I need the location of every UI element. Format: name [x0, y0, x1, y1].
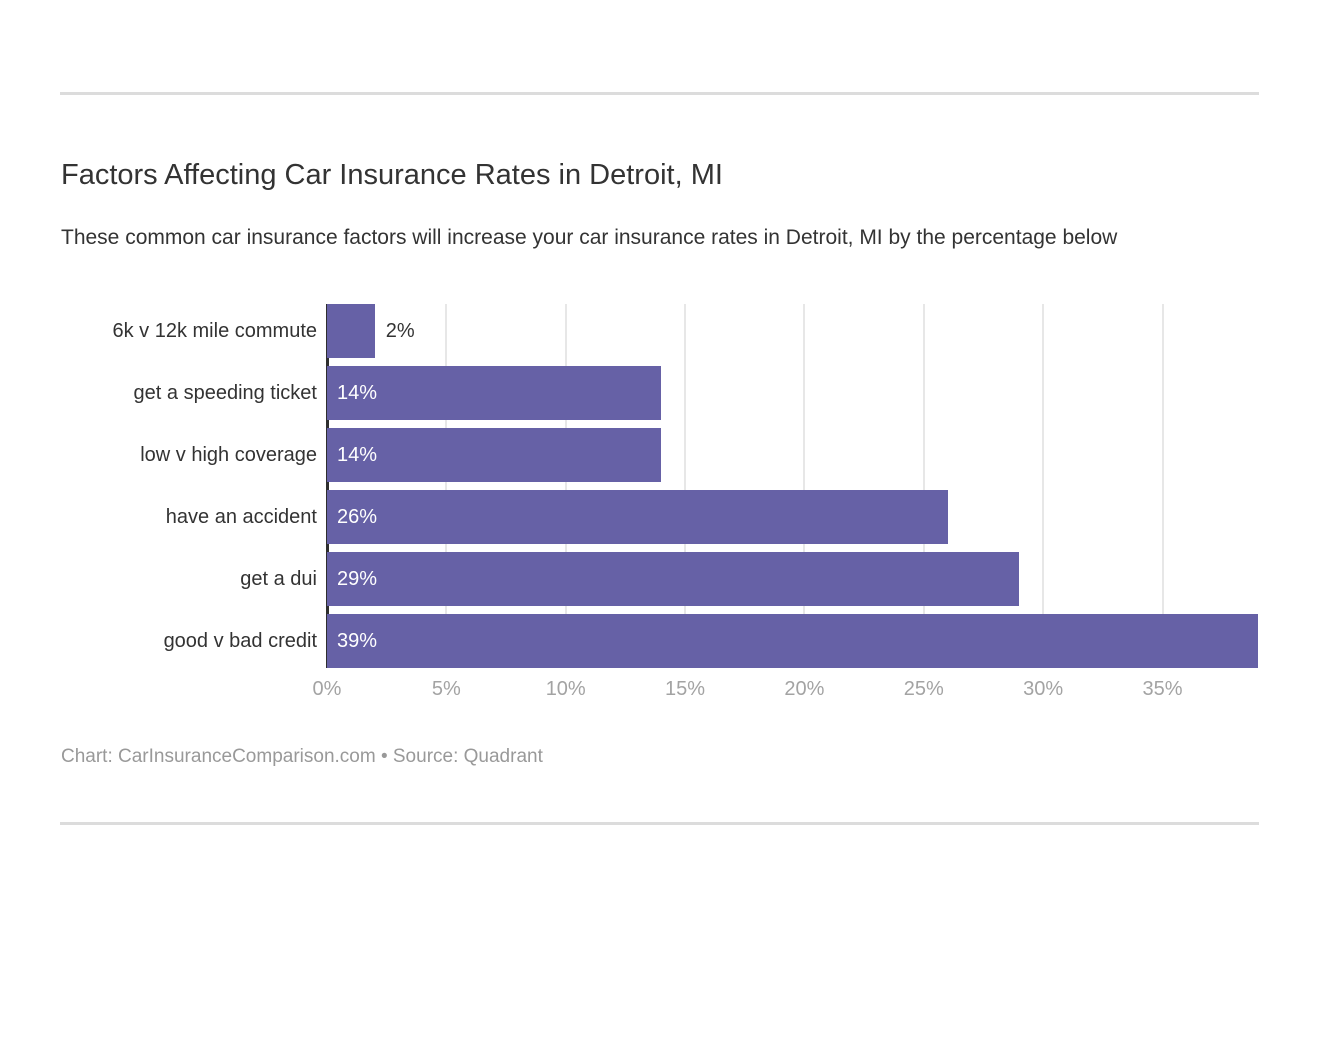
- bar-row: low v high coverage 14%: [61, 428, 1258, 482]
- grid-layer: [326, 304, 1258, 668]
- bar: 14%: [327, 428, 662, 482]
- category-label: 6k v 12k mile commute: [112, 319, 317, 342]
- bar-track: 39%: [327, 614, 1258, 668]
- bar-chart-rows: 6k v 12k mile commute 2% get a speeding ti…: [61, 304, 1258, 668]
- bar-track: 2%: [327, 304, 1258, 358]
- x-axis-tick-label: 15%: [665, 678, 706, 700]
- bar-track: 14%: [327, 366, 1258, 420]
- category-label: have an accident: [165, 505, 317, 528]
- category-label: get a dui: [240, 567, 317, 590]
- chart-subtitle: These common car insurance factors will …: [61, 226, 1118, 249]
- bar-track: 14%: [327, 428, 1258, 482]
- value-label: 14%: [337, 443, 378, 466]
- bar-row: good v bad credit 39%: [61, 614, 1258, 668]
- bar-row: get a dui 29%: [61, 552, 1258, 606]
- gridline: [564, 304, 567, 668]
- value-label: 14%: [337, 381, 378, 404]
- value-label: 2%: [385, 319, 415, 342]
- bar: 26%: [327, 490, 948, 544]
- x-axis-tick-label: 25%: [903, 678, 944, 700]
- gridline: [1161, 304, 1164, 668]
- value-label: 39%: [337, 629, 378, 652]
- value-label: 29%: [337, 567, 378, 590]
- top-divider: [60, 92, 1259, 95]
- x-axis-tick-label: 5%: [431, 678, 461, 700]
- gridline: [684, 304, 687, 668]
- category-label: get a speeding ticket: [133, 381, 317, 404]
- bar: [327, 304, 375, 358]
- bar: 39%: [327, 614, 1258, 668]
- category-label: good v bad credit: [163, 629, 317, 652]
- gridline: [922, 304, 925, 668]
- x-axis-tick-label: 10%: [545, 678, 586, 700]
- x-axis: 0% 5% 10% 15% 20% 25% 30% 35%: [313, 678, 1258, 704]
- gridline: [1042, 304, 1045, 668]
- bar-track: 29%: [327, 552, 1258, 606]
- category-label: low v high coverage: [140, 443, 317, 466]
- bar-row: get a speeding ticket 14%: [61, 366, 1258, 420]
- bar-track: 26%: [327, 490, 1258, 544]
- bar-row: 6k v 12k mile commute 2%: [61, 304, 1258, 358]
- bar-chart: 6k v 12k mile commute 2% get a speeding ti…: [61, 304, 1258, 668]
- y-axis-line: [326, 304, 329, 668]
- bottom-divider: [60, 822, 1259, 825]
- bar: 14%: [327, 366, 662, 420]
- bar-row: have an accident 26%: [61, 490, 1258, 544]
- x-axis-tick-label: 35%: [1142, 678, 1183, 700]
- gridline: [803, 304, 806, 668]
- bar: 29%: [327, 552, 1020, 606]
- x-axis-tick-label: 30%: [1023, 678, 1064, 700]
- x-axis-tick-label: 0%: [312, 678, 342, 700]
- x-axis-tick-label: 20%: [784, 678, 825, 700]
- page-title: Factors Affecting Car Insurance Rates in…: [61, 159, 723, 191]
- footer-credit: Chart: CarInsuranceComparison.com • Sour…: [61, 746, 543, 767]
- gridline: [445, 304, 448, 668]
- value-label: 26%: [337, 505, 378, 528]
